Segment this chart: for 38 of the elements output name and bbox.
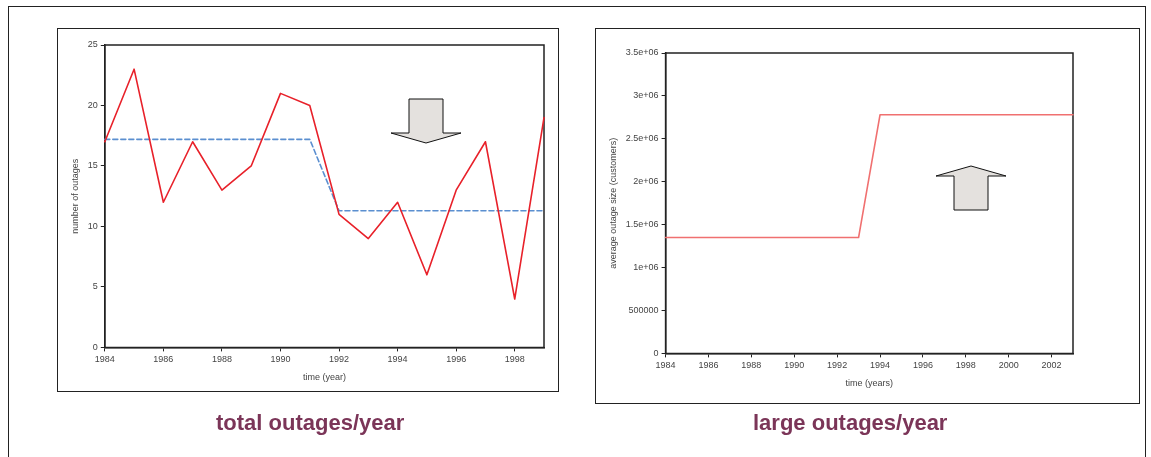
x-tick-label: 1984 [94,354,115,365]
x-tick-label: 1998 [955,360,976,371]
x-tick-label: 1988 [211,354,232,365]
x-tick-label: 1998 [504,354,525,365]
y-tick-label: 1e+06 [633,262,659,273]
y-tick-label: 2e+06 [633,176,659,187]
y-tick-label: 15 [87,160,98,171]
x-tick-label: 1990 [784,360,805,371]
x-tick-label: 2002 [1041,360,1062,371]
y-axis-title: number of outages [69,158,80,234]
x-tick-label: 1990 [270,354,291,365]
y-tick-label: 25 [87,39,98,50]
x-tick-label: 1986 [698,360,719,371]
y-axis-title: average outage size (customers) [607,137,618,269]
y-tick-label: 500000 [628,304,659,315]
x-tick-label: 1994 [387,354,408,365]
x-tick-label: 2000 [998,360,1019,371]
x-tick-label: 1992 [329,354,350,365]
x-tick-label: 1996 [912,360,933,371]
y-tick-label: 5 [92,281,98,292]
y-tick-label: 20 [87,99,98,110]
x-tick-label: 1988 [741,360,762,371]
y-tick-label: 3.5e+06 [625,47,659,58]
text: large outages/year [753,410,948,436]
x-axis-title: time (year) [302,372,346,383]
y-tick-label: 0 [653,347,659,358]
y-tick-label: 0 [92,341,98,352]
x-tick-label: 1996 [446,354,467,365]
x-axis-title: time (years) [845,378,894,389]
y-tick-label: 3e+06 [633,90,659,101]
y-tick-label: 2.5e+06 [625,133,659,144]
y-tick-label: 1.5e+06 [625,219,659,230]
text: total outages/year [216,410,405,436]
x-tick-label: 1986 [153,354,174,365]
x-tick-label: 1992 [827,360,848,371]
x-tick-label: 1994 [870,360,891,371]
y-tick-label: 10 [87,220,98,231]
x-tick-label: 1984 [655,360,676,371]
